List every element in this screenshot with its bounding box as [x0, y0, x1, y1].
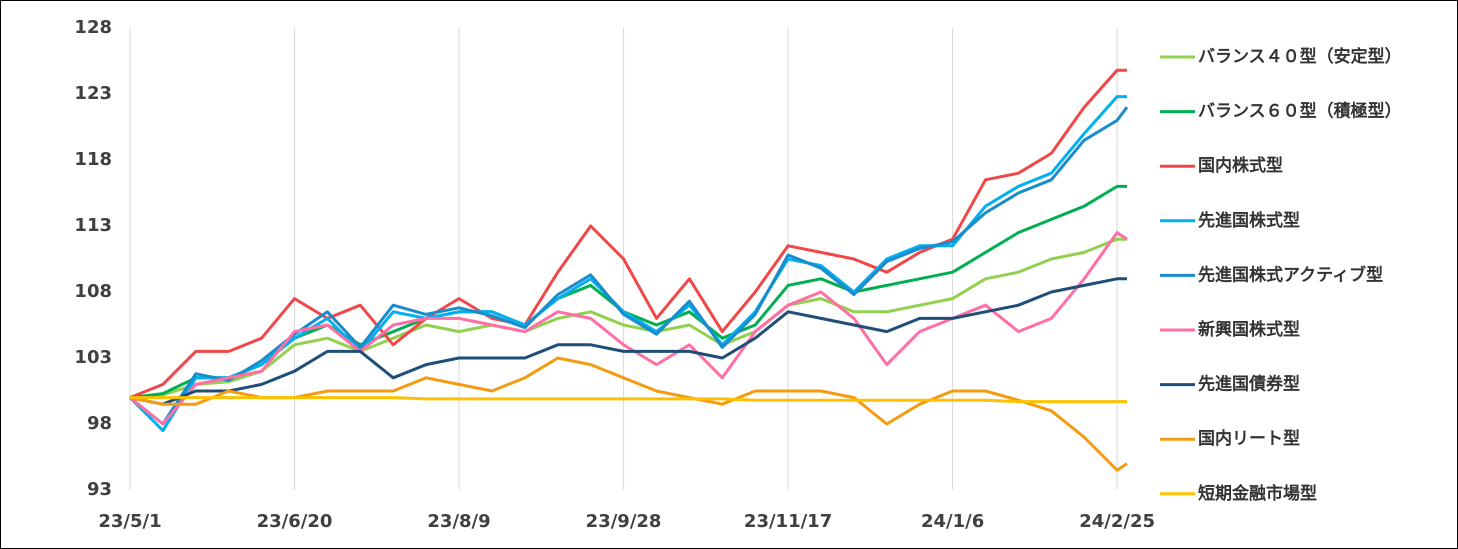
series-line [129, 231, 1128, 426]
x-tick-label: 23/6/20 [257, 511, 333, 532]
y-tick-label: 113 [74, 215, 112, 236]
y-tick-label: 103 [74, 347, 112, 368]
y-tick-label: 123 [74, 83, 112, 104]
x-tick-label: 24/2/25 [1079, 511, 1155, 532]
legend-label: バランス４０型（安定型） [1198, 46, 1402, 67]
series-line [129, 237, 1127, 400]
series-line [128, 95, 1127, 433]
legend-label: 国内リート型 [1198, 428, 1300, 449]
x-tick-label: 24/1/6 [921, 511, 984, 532]
x-tick-label: 23/11/17 [744, 511, 832, 532]
y-tick-label: 128 [74, 17, 112, 38]
legend-label: 先進国株式アクティブ型 [1198, 264, 1383, 285]
series-line [129, 277, 1127, 406]
x-tick-label: 23/8/9 [427, 511, 490, 532]
y-tick-label: 98 [87, 413, 112, 434]
y-tick-label: 108 [74, 281, 112, 302]
series-line [129, 68, 1127, 399]
y-tick-label: 118 [74, 149, 112, 170]
x-tick-label: 23/5/1 [98, 511, 161, 532]
legend-label: 先進国株式型 [1198, 210, 1300, 231]
y-tick-label: 93 [87, 479, 112, 500]
legend-label: バランス６０型（積極型） [1198, 101, 1402, 122]
legend-label: 新興国株式型 [1198, 319, 1300, 340]
legend-label: 短期金融市場型 [1198, 483, 1317, 504]
legend-label: 先進国債券型 [1198, 374, 1300, 395]
series-line [130, 396, 1127, 404]
x-tick-label: 23/9/28 [586, 511, 662, 532]
legend-label: 国内株式型 [1198, 155, 1283, 176]
